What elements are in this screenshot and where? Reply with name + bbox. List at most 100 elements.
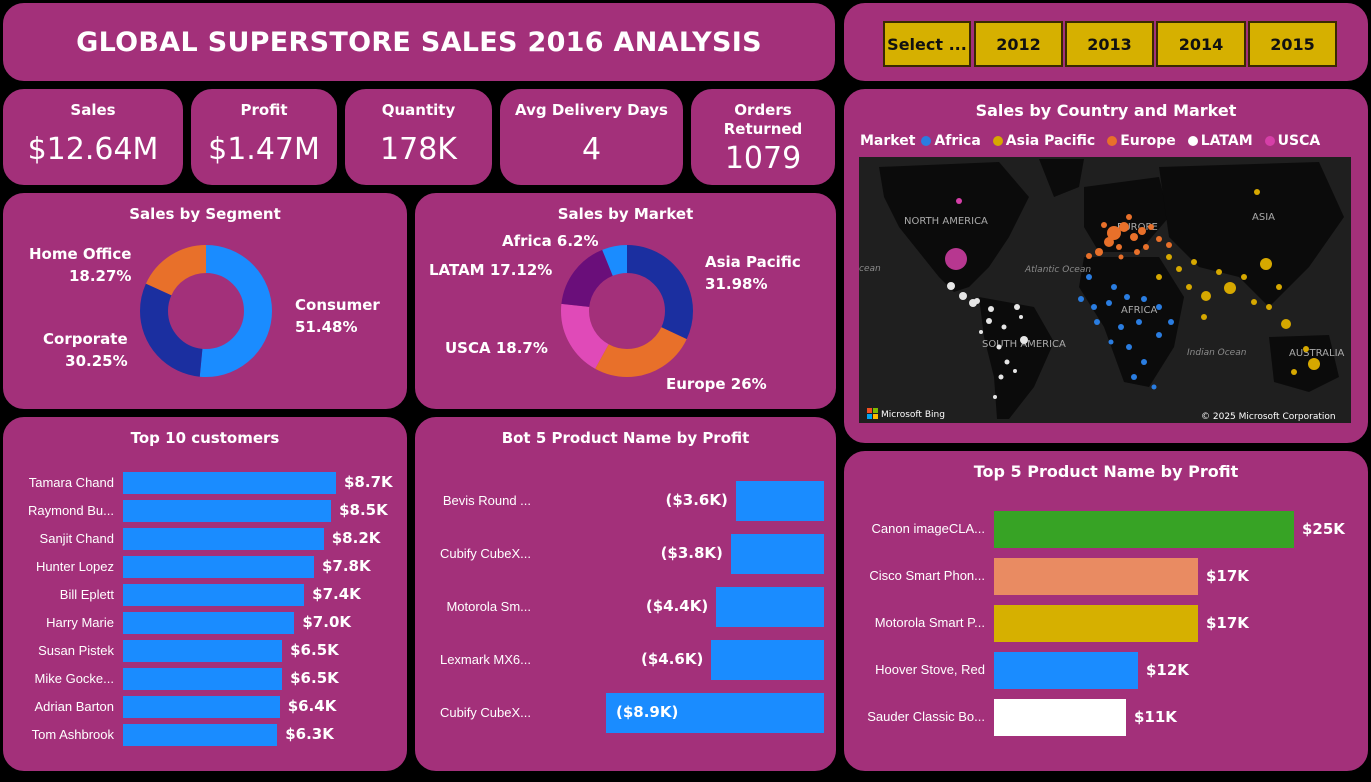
customer-name: Susan Pistek <box>38 643 114 658</box>
kpi-card-profit: Profit $1.47M <box>188 86 340 188</box>
product-bar <box>994 605 1198 642</box>
customer-bar <box>123 500 332 522</box>
product-value-label: $17K <box>1206 567 1249 585</box>
kpi-label: Profit <box>240 101 288 119</box>
customer-value-label: $6.4K <box>287 697 337 715</box>
product-name: Cisco Smart Phon... <box>869 568 985 583</box>
map-panel: Sales by Country and Market Market Afric… <box>841 86 1371 446</box>
kpi-card-avg-delivery: Avg Delivery Days 4 <box>497 86 686 188</box>
donut-slice-europe <box>561 245 693 377</box>
legend-dot <box>1264 136 1275 146</box>
customer-value-label: $7.0K <box>302 613 352 631</box>
legend-item-latam[interactable]: LATAM <box>1187 133 1253 149</box>
product-bar <box>994 558 1198 595</box>
legend-title: Market <box>860 133 916 149</box>
product-name: Sauder Classic Bo... <box>867 709 985 724</box>
customer-name: Sanjit Chand <box>39 531 114 546</box>
market-donut-chart <box>561 245 693 377</box>
customer-bar <box>123 668 283 690</box>
customer-name: Tom Ashbrook <box>31 727 114 742</box>
slicer-year-2015[interactable]: 2015 <box>1248 21 1337 67</box>
product-bar <box>716 587 824 627</box>
customer-bar <box>123 556 314 578</box>
legend-item-africa[interactable]: Africa <box>921 133 981 149</box>
market-label-africa: Africa 6.2% <box>502 232 599 250</box>
kpi-value: 4 <box>581 132 602 167</box>
customer-name: Mike Gocke... <box>34 671 114 686</box>
market-donut-panel: Sales by Market Africa 6.2% LATAM 17.12%… <box>412 190 839 412</box>
slicer-year-2012[interactable]: 2012 <box>974 21 1063 67</box>
region-label-north-america: NORTH AMERICA <box>904 216 988 227</box>
world-map[interactable]: NORTH AMERICA EUROPE ASIA AFRICA SOUTH A… <box>859 157 1351 423</box>
panel-title: Sales by Market <box>557 205 694 223</box>
customer-name: Tamara Chand <box>28 475 114 490</box>
kpi-label: Sales <box>70 101 116 119</box>
map-bubbles-europe <box>1086 214 1172 260</box>
top-customers-panel: Top 10 customers Tamara Chand $8.7K Raymon… <box>0 414 410 774</box>
panel-title: Sales by Segment <box>129 205 281 223</box>
customer-name: Adrian Barton <box>34 699 115 714</box>
donut-slice-africa <box>561 245 693 377</box>
product-name: Cubify CubeX... <box>439 546 531 561</box>
donut-slice-corporate <box>140 245 272 377</box>
map-bubbles-latam <box>947 282 1028 399</box>
customer-name: Raymond Bu... <box>28 503 114 518</box>
landmass-greenland <box>1039 159 1084 197</box>
panel-title: Sales by Country and Market <box>975 101 1237 120</box>
product-bar <box>711 640 824 680</box>
product-name: Canon imageCLA... <box>871 521 985 536</box>
customer-bar <box>123 640 283 662</box>
legend-item-asia-pacific[interactable]: Asia Pacific <box>992 133 1095 149</box>
region-label-europe: EUROPE <box>1117 222 1158 233</box>
map-canvas: NORTH AMERICA EUROPE ASIA AFRICA SOUTH A… <box>859 157 1351 423</box>
product-bar <box>994 699 1126 736</box>
market-label-usca: USCA 18.7% <box>445 339 548 357</box>
customer-name: Harry Marie <box>46 615 114 630</box>
customer-value-label: $7.8K <box>321 557 371 575</box>
kpi-card-quantity: Quantity 178K <box>342 86 495 188</box>
kpi-card-sales: Sales $12.64M <box>0 86 186 188</box>
panel-title: Top 10 customers <box>130 429 280 447</box>
legend-item-usca[interactable]: USCA <box>1264 133 1320 149</box>
landmass-asia <box>1159 162 1344 307</box>
product-name: Motorola Smart P... <box>874 615 985 630</box>
product-name: Lexmark MX6... <box>439 652 531 667</box>
product-name: Motorola Sm... <box>446 599 531 614</box>
product-bar <box>994 511 1294 548</box>
product-value-label: ($3.6K) <box>665 491 728 509</box>
product-bar <box>606 693 824 733</box>
top-products-panel: Top 5 Product Name by Profit Canon image… <box>841 448 1371 774</box>
map-bubble-usca <box>945 248 967 270</box>
product-value-label: ($3.8K) <box>660 544 723 562</box>
product-bar <box>730 534 824 574</box>
segment-donut-panel: Sales by Segment Home Office 18.27% Corp… <box>0 190 410 412</box>
slicer-select-all[interactable]: Select ... <box>883 21 971 67</box>
customer-value-label: $6.3K <box>285 725 334 743</box>
header-panel: GLOBAL SUPERSTORE SALES 2016 ANALYSIS <box>0 0 838 84</box>
ocean-label-pacific-edge: cean <box>859 264 881 274</box>
kpi-label: Orders Returned <box>723 101 803 138</box>
legend-item-europe[interactable]: Europe <box>1107 133 1176 149</box>
kpi-card-orders-returned: Orders Returned 1079 <box>688 86 838 188</box>
kpi-label: Quantity <box>381 101 456 119</box>
landmass-australia <box>1269 335 1339 392</box>
legend-dot <box>1187 136 1198 146</box>
region-label-asia: ASIA <box>1252 212 1275 223</box>
bottom-products-panel: Bot 5 Product Name by Profit Bevis Round… <box>412 414 839 774</box>
customer-name: Bill Eplett <box>59 587 114 602</box>
bing-attribution: Microsoft Bing <box>881 410 945 420</box>
ocean-label-indian: Indian Ocean <box>1187 348 1247 358</box>
product-value-label: ($4.4K) <box>645 597 709 615</box>
map-bubble-usca <box>956 198 962 204</box>
slicer-year-2013[interactable]: 2013 <box>1065 21 1154 67</box>
customer-value-label: $8.7K <box>344 473 393 491</box>
slicer-year-2014[interactable]: 2014 <box>1156 21 1246 67</box>
legend-dot <box>921 136 932 146</box>
microsoft-logo-icon <box>867 408 878 419</box>
market-label-latam: LATAM 17.12% <box>429 261 553 279</box>
kpi-value: $1.47M <box>208 132 320 167</box>
map-bubbles-asia-pacific <box>1156 189 1320 375</box>
map-copyright: © 2025 Microsoft Corporation <box>1201 412 1336 422</box>
map-legend: Market Africa Asia Pacific Europe LATAM … <box>860 133 1326 149</box>
segment-label-home-office: Home Office 18.27% <box>29 245 132 285</box>
